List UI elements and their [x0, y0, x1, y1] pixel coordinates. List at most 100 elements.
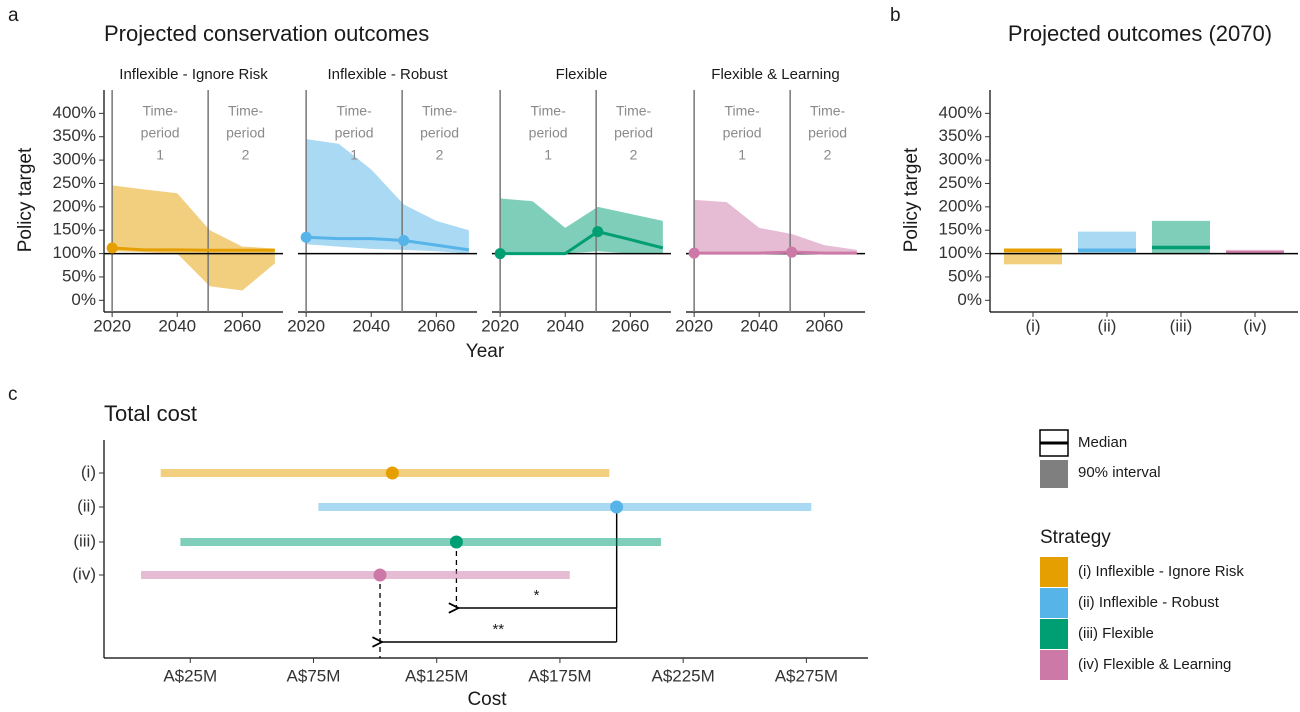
legend-title: Strategy	[1040, 527, 1111, 548]
period-label: period	[808, 125, 847, 141]
median-point	[373, 568, 387, 582]
facet-title: Flexible	[556, 66, 608, 83]
panel-label: a	[8, 5, 19, 26]
period-label: 1	[156, 147, 164, 163]
y-axis-label: Policy target	[15, 147, 36, 252]
median-marker	[688, 247, 700, 259]
y-tick-label: (iv)	[72, 564, 96, 583]
significance-label: *	[534, 587, 540, 604]
x-tick-label: 2060	[805, 316, 843, 335]
y-tick-label: (ii)	[77, 496, 96, 515]
y-tick-label: 400%	[53, 103, 96, 122]
x-tick-label: (iv)	[1243, 316, 1267, 335]
x-tick-label: A$125M	[405, 666, 468, 685]
y-tick-label: (i)	[81, 462, 96, 481]
legend-swatch	[1040, 588, 1068, 618]
x-tick-label: 2060	[223, 316, 261, 335]
y-tick-label: 50%	[62, 266, 96, 285]
chart-title: Total cost	[104, 401, 197, 426]
legend-label: (iv) Flexible & Learning	[1078, 656, 1231, 673]
interval-band	[112, 185, 275, 291]
x-tick-label: 2020	[93, 316, 131, 335]
y-tick-label: 0%	[957, 290, 982, 309]
median-point	[385, 466, 399, 480]
x-tick-label: 2040	[546, 316, 584, 335]
y-tick-label: 350%	[939, 126, 982, 145]
chart-title: Projected outcomes (2070)	[1008, 21, 1272, 46]
legend-key-interval	[1040, 460, 1068, 488]
facet-title: Inflexible - Ignore Risk	[119, 66, 268, 83]
period-label: period	[141, 125, 180, 141]
period-label: Time-	[725, 103, 761, 119]
x-tick-label: 2040	[158, 316, 196, 335]
legend-swatch	[1040, 650, 1068, 680]
period-label: Time-	[228, 103, 264, 119]
period-label: 1	[738, 147, 746, 163]
period-label: period	[226, 125, 265, 141]
period-label: 1	[544, 147, 552, 163]
y-tick-label: 250%	[939, 173, 982, 192]
x-tick-label: (ii)	[1098, 316, 1117, 335]
y-tick-label: 400%	[939, 103, 982, 122]
panel-label: c	[8, 384, 18, 405]
median-marker	[786, 246, 798, 258]
median-line	[306, 235, 470, 252]
period-label: Time-	[337, 103, 373, 119]
x-tick-label: (i)	[1025, 316, 1040, 335]
y-tick-label: 300%	[939, 150, 982, 169]
x-tick-label: A$175M	[528, 666, 591, 685]
y-tick-label: 200%	[939, 196, 982, 215]
x-axis-label: Cost	[467, 689, 507, 710]
facet-title: Flexible & Learning	[711, 66, 839, 83]
period-label: 2	[824, 147, 832, 163]
x-tick-label: 2060	[417, 316, 455, 335]
y-tick-label: 0%	[71, 290, 96, 309]
x-tick-label: A$275M	[775, 666, 838, 685]
chart-title: Projected conservation outcomes	[104, 21, 429, 46]
median-marker	[106, 242, 118, 254]
x-tick-label: 2020	[675, 316, 713, 335]
legend-swatch	[1040, 619, 1068, 649]
median-marker	[398, 234, 410, 246]
y-tick-label: 300%	[53, 150, 96, 169]
period-label: 1	[350, 147, 358, 163]
interval-band	[306, 139, 469, 254]
period-label: period	[420, 125, 459, 141]
median-marker	[494, 248, 506, 260]
period-label: Time-	[422, 103, 458, 119]
x-tick-label: A$75M	[287, 666, 341, 685]
median-point	[449, 535, 463, 549]
median-line	[112, 246, 275, 252]
period-label: period	[723, 125, 762, 141]
median-line	[694, 250, 857, 255]
y-axis-label: Policy target	[901, 147, 922, 252]
x-tick-label: (iii)	[1170, 316, 1193, 335]
x-tick-label: 2020	[481, 316, 519, 335]
y-tick-label: 50%	[948, 266, 982, 285]
y-tick-label: 200%	[53, 196, 96, 215]
x-tick-label: A$25M	[163, 666, 217, 685]
period-label: 2	[630, 147, 638, 163]
period-label: 2	[436, 147, 444, 163]
facet-title: Inflexible - Robust	[327, 66, 448, 83]
median-point	[610, 500, 624, 514]
period-label: period	[529, 125, 568, 141]
x-tick-label: A$225M	[651, 666, 714, 685]
period-label: Time-	[143, 103, 179, 119]
period-label: 2	[242, 147, 250, 163]
legend-label: (ii) Inflexible - Robust	[1078, 594, 1220, 611]
period-label: period	[614, 125, 653, 141]
y-tick-label: 100%	[53, 243, 96, 262]
median-line	[500, 229, 664, 256]
x-tick-label: 2060	[611, 316, 649, 335]
significance-label: **	[492, 621, 504, 638]
y-tick-label: 350%	[53, 126, 96, 145]
y-tick-label: (iii)	[73, 531, 96, 550]
x-tick-label: 2040	[352, 316, 390, 335]
median-marker	[300, 231, 312, 243]
panel-label: b	[890, 5, 901, 26]
y-tick-label: 100%	[939, 243, 982, 262]
median-marker	[592, 226, 604, 238]
period-label: Time-	[810, 103, 846, 119]
